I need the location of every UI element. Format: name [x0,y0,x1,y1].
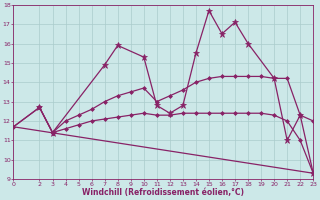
X-axis label: Windchill (Refroidissement éolien,°C): Windchill (Refroidissement éolien,°C) [82,188,244,197]
